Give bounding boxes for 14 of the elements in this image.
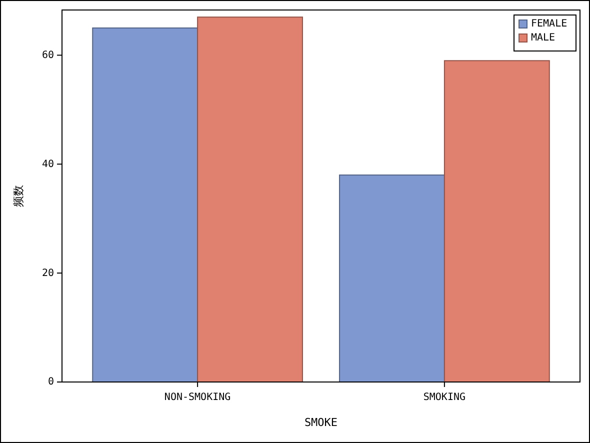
y-tick-label: 0 — [48, 376, 54, 388]
y-axis-title: 频数 — [12, 185, 25, 207]
bar — [197, 16, 303, 382]
x-tick-label: NON-SMOKING — [164, 392, 231, 403]
y-tick-label: 20 — [42, 268, 54, 279]
legend-label: FEMALE — [531, 18, 568, 30]
y-tick-label: 40 — [42, 158, 54, 170]
y-tick-label: 60 — [42, 50, 54, 61]
bar — [444, 60, 550, 382]
bar — [339, 174, 445, 382]
x-axis-title: SMOKE — [304, 416, 338, 429]
bar — [92, 27, 198, 382]
x-tick-label: SMOKING — [423, 392, 466, 403]
legend-label: MALE — [531, 32, 556, 44]
